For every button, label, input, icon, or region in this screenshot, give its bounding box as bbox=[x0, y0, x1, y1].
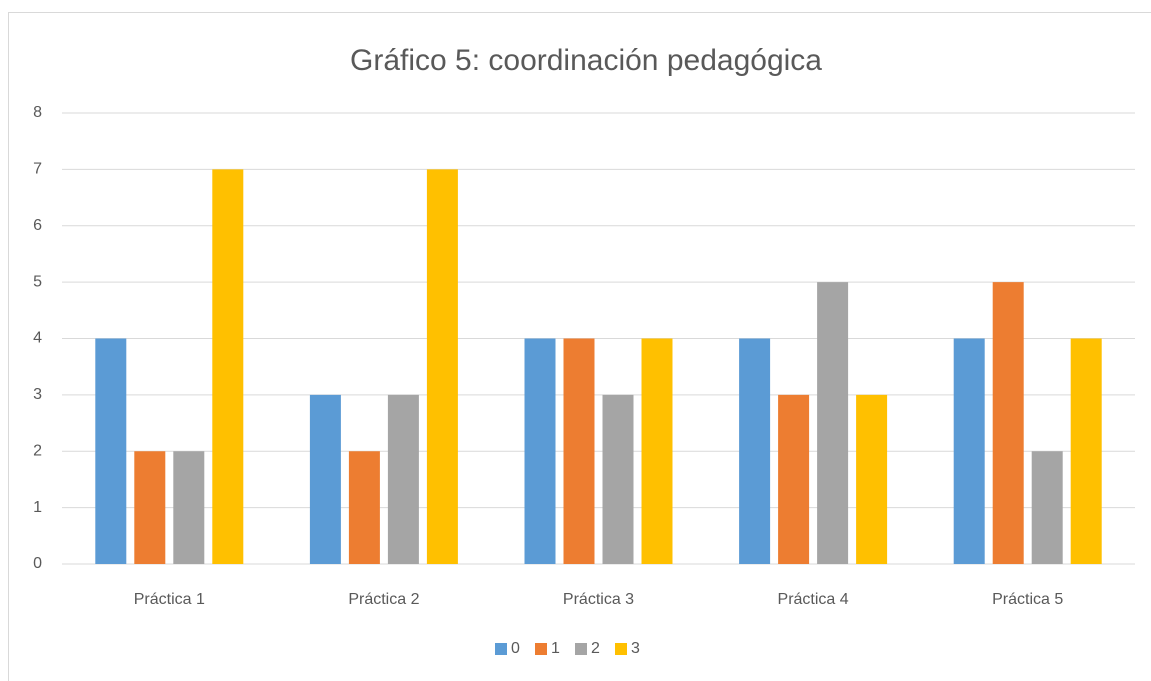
x-tick-label: Práctica 3 bbox=[563, 591, 634, 608]
y-tick-label: 7 bbox=[33, 161, 42, 178]
legend-swatch bbox=[615, 643, 627, 655]
legend-label: 2 bbox=[591, 640, 600, 657]
x-tick-label: Práctica 5 bbox=[992, 591, 1063, 608]
y-tick-label: 6 bbox=[33, 217, 42, 234]
x-tick-label: Práctica 4 bbox=[778, 591, 849, 608]
y-tick-label: 5 bbox=[33, 273, 42, 290]
bar bbox=[348, 451, 380, 564]
bar bbox=[1031, 451, 1063, 564]
legend-label: 0 bbox=[511, 640, 520, 657]
bar bbox=[426, 169, 458, 564]
bar bbox=[387, 394, 419, 564]
bar bbox=[524, 338, 556, 564]
y-tick-label: 1 bbox=[33, 499, 42, 516]
bar bbox=[992, 282, 1024, 564]
bar bbox=[817, 282, 849, 564]
bar bbox=[1070, 338, 1102, 564]
bar bbox=[602, 394, 634, 564]
x-tick-label: Práctica 1 bbox=[134, 591, 205, 608]
chart-title: Gráfico 5: coordinación pedagógica bbox=[350, 44, 822, 77]
bar bbox=[641, 338, 673, 564]
y-tick-label: 4 bbox=[33, 330, 42, 347]
y-tick-label: 2 bbox=[33, 442, 42, 459]
legend-swatch bbox=[535, 643, 547, 655]
legend-swatch bbox=[575, 643, 587, 655]
bar bbox=[778, 394, 810, 564]
bar bbox=[134, 451, 166, 564]
legend-label: 1 bbox=[551, 640, 560, 657]
bar bbox=[173, 451, 205, 564]
bar bbox=[212, 169, 244, 564]
legend-swatch bbox=[495, 643, 507, 655]
y-tick-label: 8 bbox=[33, 104, 42, 121]
bar bbox=[739, 338, 771, 564]
y-tick-label: 0 bbox=[33, 555, 42, 572]
bar bbox=[309, 394, 341, 564]
x-tick-label: Práctica 2 bbox=[348, 591, 419, 608]
bar bbox=[953, 338, 985, 564]
y-tick-label: 3 bbox=[33, 386, 42, 403]
bar bbox=[856, 394, 888, 564]
bar bbox=[563, 338, 595, 564]
legend-label: 3 bbox=[631, 640, 640, 657]
bar bbox=[95, 338, 127, 564]
